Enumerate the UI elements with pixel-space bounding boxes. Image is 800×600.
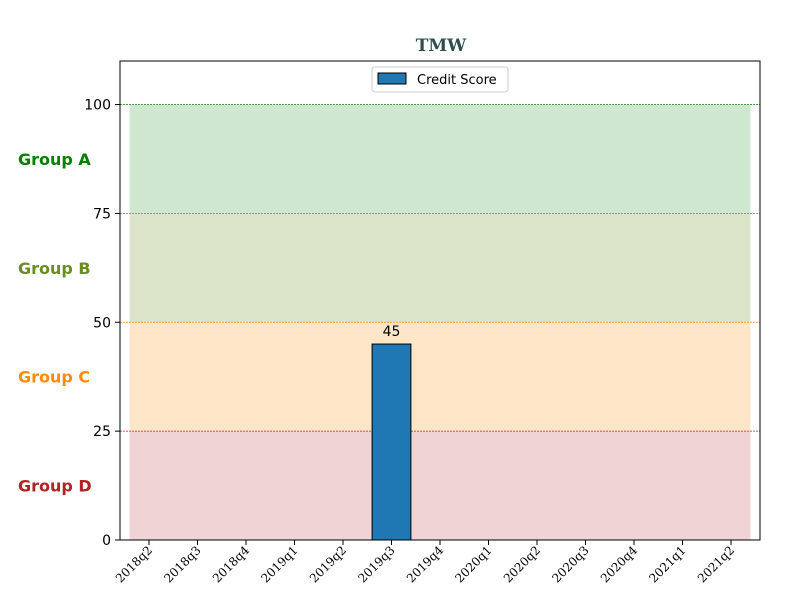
x-tick-label-2018q3: 2018q3	[161, 543, 203, 585]
group-label-group-c: Group C	[18, 368, 90, 387]
group-label-group-b: Group B	[18, 259, 91, 278]
band-group-a	[129, 104, 751, 214]
group-labels: Group A Group B Group C Group D	[18, 150, 92, 496]
y-tick-label-0: 0	[102, 533, 111, 549]
bars: 45	[371, 324, 412, 541]
x-tick-label-2020q3: 2020q3	[549, 543, 591, 585]
y-tick-label-50: 50	[93, 315, 111, 331]
band-group-b	[129, 213, 751, 323]
band-group-c	[129, 322, 751, 432]
x-axis: 2018q2 2018q3 2018q4 2019q1 2019q2 2019q3 2019…	[113, 540, 737, 586]
x-tick-label-2021q2: 2021q2	[695, 543, 737, 585]
bar-2019q3	[371, 343, 412, 541]
x-tick-label-2018q2: 2018q2	[113, 543, 155, 585]
chart-title: TMW	[416, 36, 467, 56]
x-tick-label-2020q2: 2020q2	[501, 543, 543, 585]
x-tick-label-2018q4: 2018q4	[210, 543, 253, 586]
x-tick-label-2019q4: 2019q4	[404, 543, 447, 586]
y-tick-label-25: 25	[93, 424, 111, 440]
data-label-2019q3: 45	[383, 324, 401, 340]
x-tick-label-2019q1: 2019q1	[258, 543, 300, 585]
y-tick-label-100: 100	[84, 98, 111, 114]
legend-swatch-credit-score	[377, 72, 407, 85]
legend-label-credit-score: Credit Score	[417, 73, 497, 88]
group-label-group-d: Group D	[18, 477, 92, 496]
group-bands	[120, 104, 760, 540]
x-tick-label-2019q2: 2019q2	[307, 543, 349, 585]
x-tick-label-2021q1: 2021q1	[646, 543, 688, 585]
band-group-d	[129, 431, 751, 540]
x-tick-label-2019q3: 2019q3	[355, 543, 397, 585]
group-label-group-a: Group A	[18, 150, 91, 169]
legend: Credit Score	[371, 66, 509, 93]
x-tick-label-2020q4: 2020q4	[598, 543, 641, 586]
x-tick-label-2020q1: 2020q1	[452, 543, 494, 585]
y-tick-label-75: 75	[93, 206, 111, 222]
y-axis: 0 25 50 75 100	[84, 98, 120, 549]
